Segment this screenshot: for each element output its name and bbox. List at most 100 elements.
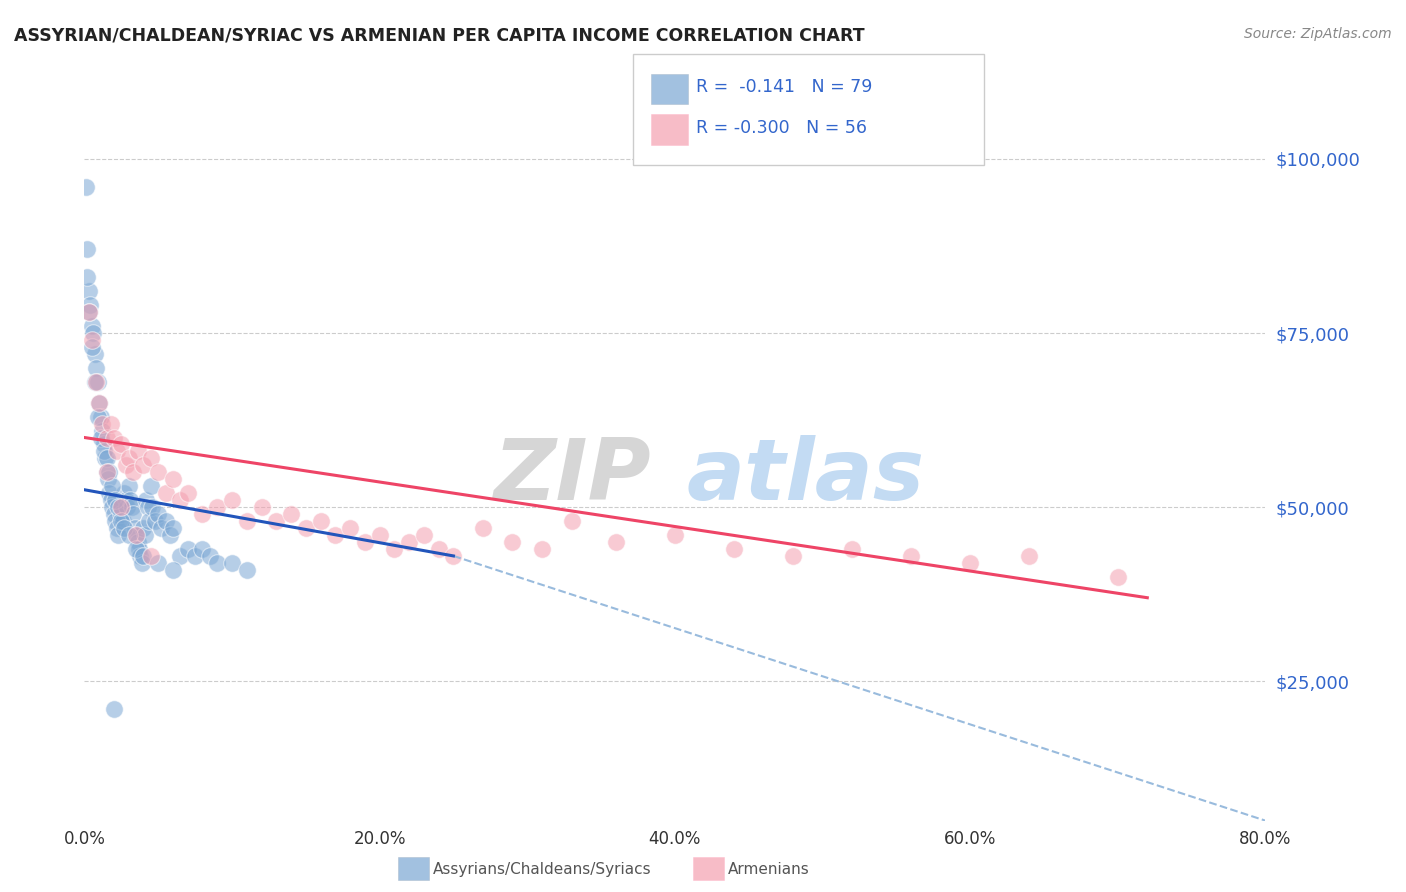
Point xyxy=(198,549,221,563)
Point xyxy=(368,528,391,542)
Point xyxy=(96,466,118,480)
Text: ZIP: ZIP xyxy=(494,435,651,518)
Point xyxy=(97,472,120,486)
Point xyxy=(141,500,163,515)
Point xyxy=(84,375,107,389)
Point xyxy=(959,556,981,570)
Point xyxy=(84,360,107,375)
Point xyxy=(309,514,332,528)
Point xyxy=(110,500,132,515)
Point xyxy=(108,500,131,515)
Point xyxy=(103,507,125,521)
Point xyxy=(77,305,100,319)
Point xyxy=(169,493,191,508)
Point xyxy=(111,514,134,528)
Point xyxy=(87,395,111,409)
Point xyxy=(105,444,128,458)
Point xyxy=(664,528,686,542)
Point xyxy=(295,521,318,535)
Point xyxy=(398,535,420,549)
Point xyxy=(236,563,259,577)
Point xyxy=(325,528,347,542)
Point xyxy=(128,541,150,556)
Point xyxy=(121,500,143,515)
Point xyxy=(162,563,184,577)
Point xyxy=(76,270,98,285)
Point xyxy=(723,541,745,556)
Point xyxy=(125,528,148,542)
Point xyxy=(112,486,135,500)
Point xyxy=(207,556,229,570)
Point xyxy=(427,541,450,556)
Text: Source: ZipAtlas.com: Source: ZipAtlas.com xyxy=(1244,27,1392,41)
Point xyxy=(96,451,118,466)
Point xyxy=(132,458,155,473)
Point xyxy=(107,500,129,515)
Point xyxy=(236,514,259,528)
Point xyxy=(841,541,863,556)
Point xyxy=(184,549,207,563)
Point xyxy=(103,702,125,716)
Point xyxy=(94,451,117,466)
Point xyxy=(250,500,273,515)
Point xyxy=(87,395,111,409)
Point xyxy=(139,549,162,563)
Point xyxy=(83,375,105,389)
Point xyxy=(132,521,155,535)
Point xyxy=(266,514,288,528)
Point xyxy=(148,556,170,570)
Point xyxy=(77,305,100,319)
Point xyxy=(125,528,148,542)
Point xyxy=(139,479,162,493)
Point xyxy=(101,500,124,515)
Text: atlas: atlas xyxy=(686,435,925,518)
Point xyxy=(107,528,129,542)
Point xyxy=(136,500,159,515)
Point xyxy=(105,521,128,535)
Point xyxy=(138,514,160,528)
Point xyxy=(127,444,149,458)
Point xyxy=(207,500,229,515)
Point xyxy=(443,549,465,563)
Point xyxy=(155,486,177,500)
Point xyxy=(129,549,152,563)
Point xyxy=(221,493,243,508)
Point xyxy=(110,514,132,528)
Point xyxy=(131,556,153,570)
Point xyxy=(79,298,101,312)
Point xyxy=(191,541,214,556)
Point xyxy=(93,437,115,451)
Point xyxy=(118,479,141,493)
Point xyxy=(132,549,155,563)
Point xyxy=(177,541,200,556)
Point xyxy=(177,486,200,500)
Point xyxy=(1107,570,1129,584)
Point xyxy=(77,284,100,298)
Point xyxy=(80,319,103,334)
Point xyxy=(782,549,804,563)
Point xyxy=(135,493,157,508)
Point xyxy=(143,514,166,528)
Point xyxy=(191,507,214,521)
Point xyxy=(100,493,122,508)
Point xyxy=(75,179,97,194)
Point xyxy=(122,466,145,480)
Point xyxy=(118,528,141,542)
Point xyxy=(134,528,156,542)
Point xyxy=(221,556,243,570)
Text: ASSYRIAN/CHALDEAN/SYRIAC VS ARMENIAN PER CAPITA INCOME CORRELATION CHART: ASSYRIAN/CHALDEAN/SYRIAC VS ARMENIAN PER… xyxy=(14,27,865,45)
Point xyxy=(96,466,118,480)
Point xyxy=(127,535,149,549)
Point xyxy=(112,521,135,535)
Point xyxy=(86,375,108,389)
Text: R = -0.300   N = 56: R = -0.300 N = 56 xyxy=(696,119,868,136)
Point xyxy=(110,507,132,521)
Point xyxy=(148,507,170,521)
Point xyxy=(139,451,162,466)
Point xyxy=(339,521,361,535)
Point xyxy=(561,514,583,528)
Point xyxy=(118,451,141,466)
Text: Armenians: Armenians xyxy=(728,863,810,877)
Point xyxy=(169,549,191,563)
Point xyxy=(125,541,148,556)
